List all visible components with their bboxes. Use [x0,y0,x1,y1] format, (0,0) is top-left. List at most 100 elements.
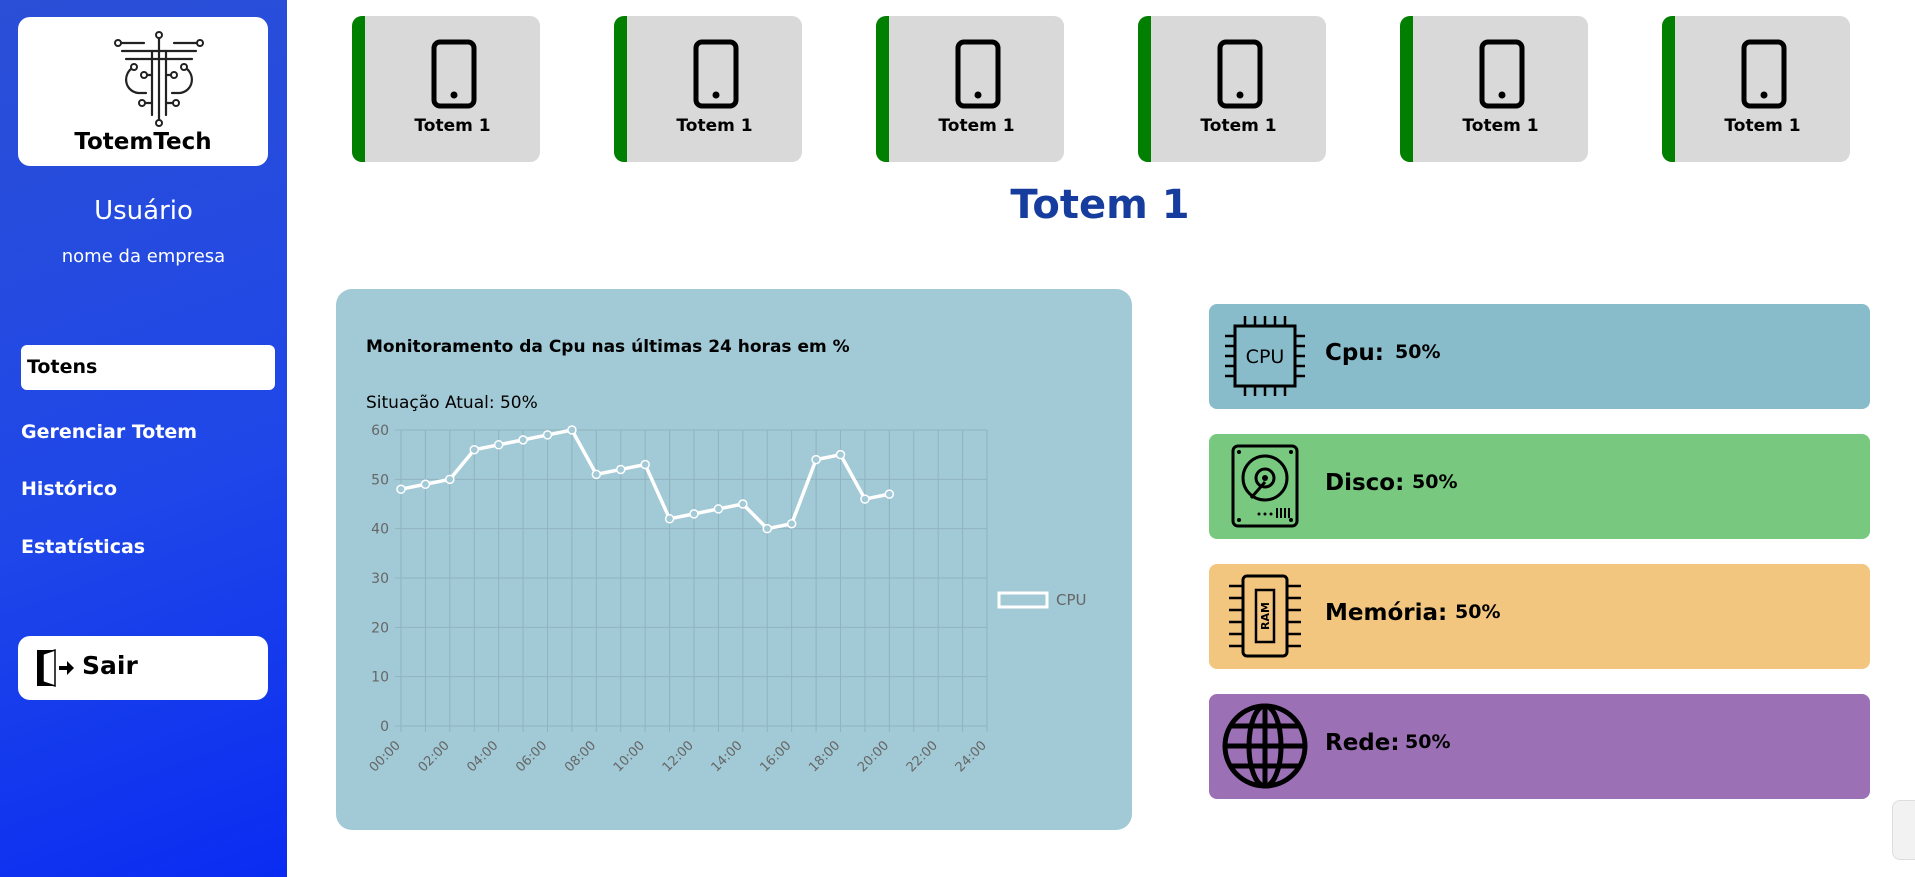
metric-value: 50% [1412,471,1458,493]
y-tick-label: 10 [371,670,389,686]
totem-label: Totem 1 [938,116,1015,136]
phone-icon [955,39,1001,109]
x-tick-label: 18:00 [806,738,843,775]
data-point [884,489,895,499]
x-tick-label: 06:00 [513,738,550,775]
status-stripe [614,16,627,162]
totem-card[interactable]: Totem 1 [352,16,540,162]
totem-card[interactable]: Totem 1 [1662,16,1850,162]
y-tick-label: 30 [371,571,389,587]
logout-button[interactable]: Sair [18,636,268,700]
metric-label: Memória: [1325,600,1448,626]
data-point [811,454,821,465]
x-tick-label: 14:00 [709,738,746,775]
expand-widget-icon[interactable] [1892,800,1915,860]
x-tick-label: 24:00 [953,738,990,775]
data-point [591,469,602,480]
nav-item-gerenciar-totem[interactable]: Gerenciar Totem [21,421,198,443]
legend-label: CPU [1056,591,1087,609]
status-stripe [1662,16,1675,162]
x-tick-label: 10:00 [611,738,648,775]
phone-icon [431,39,477,109]
metric-card-memoria[interactable]: RAM Memória: 50% [1209,564,1870,669]
totem-label: Totem 1 [1200,116,1277,136]
totem-card[interactable]: Totem 1 [1400,16,1588,162]
metric-label: Cpu: [1325,340,1384,366]
metric-card-disco[interactable]: Disco: 50% [1209,434,1870,539]
nav-item-totens[interactable]: Totens [21,345,275,390]
metric-value: 50% [1395,341,1441,363]
logout-label: Sair [82,651,138,680]
brand-card[interactable]: TotemTech [18,17,268,166]
data-point [689,509,699,519]
metric-value: 50% [1455,601,1501,623]
data-point [518,435,528,445]
legend-swatch [997,591,1049,609]
totem-label: Totem 1 [414,116,491,136]
page-title: Totem 1 [1010,182,1190,228]
x-tick-label: 04:00 [464,738,501,775]
totemtech-logo-icon [114,31,204,127]
x-tick-label: 02:00 [416,738,453,775]
cpu-chart-panel: Monitoramento da Cpu nas últimas 24 hora… [336,289,1132,830]
data-point [640,459,650,470]
data-point [420,479,431,490]
metric-card-cpu[interactable]: CPU Cpu: 50% [1209,304,1870,409]
nav-item-estatisticas[interactable]: Estatísticas [21,536,146,558]
company-name: nome da empresa [61,246,226,267]
metric-label: Rede: [1325,730,1400,756]
status-stripe [1400,16,1413,162]
x-tick-label: 20:00 [855,738,892,775]
totem-label: Totem 1 [676,116,753,136]
hard-disk-icon [1231,444,1299,528]
phone-icon [1479,39,1525,109]
data-point [738,499,748,509]
data-point [493,440,504,450]
cpu-line-chart: 0 10 20 30 40 50 60 00:00 02:00 04:00 06:00 08:00 10… [367,423,1087,775]
ram-icon: RAM [1229,574,1301,658]
totem-label: Totem 1 [1724,116,1801,136]
totem-card[interactable]: Totem 1 [876,16,1064,162]
metric-label: Disco: [1325,470,1405,496]
ram-chip-text: RAM [1259,602,1272,630]
data-point [445,474,455,485]
y-tick-label: 20 [371,620,389,636]
nav-item-historico[interactable]: Histórico [21,478,118,500]
sidebar: TotemTech Usuário nome da empresa Totens… [0,0,287,877]
data-point [469,444,479,455]
data-point [762,523,772,534]
x-tick-label: 22:00 [904,738,941,775]
y-tick-label: 60 [371,423,389,439]
cpu-chip-text: CPU [1246,346,1285,368]
data-point [786,518,797,529]
x-tick-label: 16:00 [757,738,794,775]
chart-current-status: Situação Atual: 50% [366,393,538,413]
data-point [835,449,846,460]
data-point [664,514,675,524]
y-tick-label: 40 [371,522,389,538]
data-point [713,504,724,514]
data-point [616,464,626,475]
phone-icon [693,39,739,109]
globe-icon [1222,703,1308,789]
y-tick-label: 50 [371,472,389,488]
status-stripe [1138,16,1151,162]
status-stripe [352,16,365,162]
metric-value: 50% [1405,731,1451,753]
totem-card[interactable]: Totem 1 [614,16,802,162]
phone-icon [1217,39,1263,109]
brand-name: TotemTech [74,129,212,155]
status-stripe [876,16,889,162]
x-tick-label: 08:00 [562,738,599,775]
data-point [542,430,553,440]
y-tick-label: 0 [380,719,389,735]
metric-card-rede[interactable]: Rede: 50% [1209,694,1870,799]
phone-icon [1741,39,1787,109]
chart-title: Monitoramento da Cpu nas últimas 24 hora… [366,337,850,357]
data-point [567,425,577,435]
x-tick-label: 00:00 [367,738,404,775]
totem-card[interactable]: Totem 1 [1138,16,1326,162]
data-point [860,494,870,504]
logout-door-icon [37,648,74,688]
x-tick-label: 12:00 [660,738,697,775]
